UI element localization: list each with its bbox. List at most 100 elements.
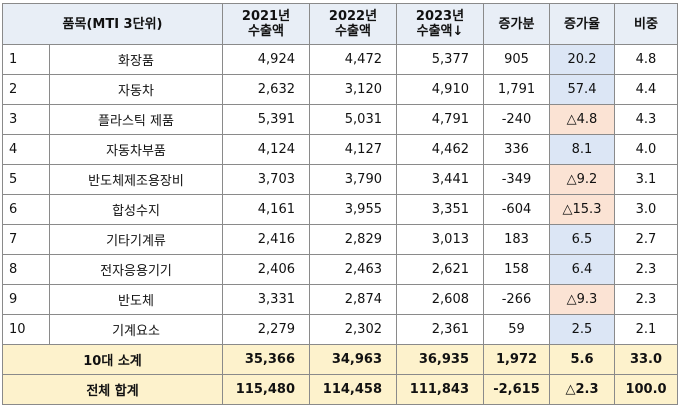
export-2022-cell: 2,302 xyxy=(309,314,397,345)
subtotal-increase: 1,972 xyxy=(483,344,550,375)
share-cell: 2.3 xyxy=(614,284,678,315)
export-2022-cell: 2,463 xyxy=(309,254,397,285)
export-2023-cell: 4,462 xyxy=(396,134,484,165)
increase-cell: 183 xyxy=(483,224,550,255)
share-cell: 4.3 xyxy=(614,104,678,135)
header-2022-label: 수출액 xyxy=(335,24,371,39)
export-2022-cell: 3,955 xyxy=(309,194,397,225)
total-row: 전체 합계 115,480 114,458 111,843 -2,615 △2.… xyxy=(2,374,678,405)
item-name-cell: 기계요소 xyxy=(49,314,223,345)
header-2022: 2022년 수출액 xyxy=(309,3,397,45)
export-2021-cell: 2,406 xyxy=(222,254,310,285)
table-row: 4 자동차부품 4,124 4,127 4,462 336 8.1 4.0 xyxy=(2,134,678,165)
export-2022-cell: 4,472 xyxy=(309,44,397,75)
export-2023-cell: 3,013 xyxy=(396,224,484,255)
share-cell: 4.8 xyxy=(614,44,678,75)
growth-rate-cell: 20.2 xyxy=(549,44,615,75)
total-label: 전체 합계 xyxy=(2,374,223,405)
header-2021-label: 수출액 xyxy=(248,24,284,39)
table-row: 3 플라스틱 제품 5,391 5,031 4,791 -240 △4.8 4.3 xyxy=(2,104,678,135)
export-2021-cell: 3,331 xyxy=(222,284,310,315)
item-name-cell: 자동차 xyxy=(49,74,223,105)
item-name-cell: 전자응용기기 xyxy=(49,254,223,285)
growth-rate-cell: 6.4 xyxy=(549,254,615,285)
item-name-cell: 화장품 xyxy=(49,44,223,75)
export-2021-cell: 2,279 xyxy=(222,314,310,345)
header-2023-label: 수출액↓ xyxy=(416,24,464,39)
export-2021-cell: 4,924 xyxy=(222,44,310,75)
header-2022-year: 2022년 xyxy=(328,9,378,24)
subtotal-2023: 36,935 xyxy=(396,344,484,375)
total-growth: △2.3 xyxy=(549,374,615,405)
export-2023-cell: 4,910 xyxy=(396,74,484,105)
table-row: 6 합성수지 4,161 3,955 3,351 -604 △15.3 3.0 xyxy=(2,194,678,225)
export-2023-cell: 4,791 xyxy=(396,104,484,135)
rank-cell: 6 xyxy=(2,194,50,225)
growth-rate-cell: 8.1 xyxy=(549,134,615,165)
total-share: 100.0 xyxy=(614,374,678,405)
rank-cell: 9 xyxy=(2,284,50,315)
table-row: 9 반도체 3,331 2,874 2,608 -266 △9.3 2.3 xyxy=(2,284,678,315)
increase-cell: -604 xyxy=(483,194,550,225)
export-2021-cell: 2,632 xyxy=(222,74,310,105)
export-2022-cell: 2,829 xyxy=(309,224,397,255)
share-cell: 3.0 xyxy=(614,194,678,225)
share-cell: 3.1 xyxy=(614,164,678,195)
header-2023-year: 2023년 xyxy=(415,9,465,24)
item-name-cell: 반도체제조용장비 xyxy=(49,164,223,195)
header-2021: 2021년 수출액 xyxy=(222,3,310,45)
share-cell: 4.0 xyxy=(614,134,678,165)
export-2022-cell: 3,790 xyxy=(309,164,397,195)
export-2021-cell: 4,124 xyxy=(222,134,310,165)
growth-rate-cell: 6.5 xyxy=(549,224,615,255)
growth-rate-cell: △9.3 xyxy=(549,284,615,315)
header-growth-label: 증가율 xyxy=(564,16,600,32)
item-name-cell: 합성수지 xyxy=(49,194,223,225)
header-2023: 2023년 수출액↓ xyxy=(396,3,484,45)
export-2021-cell: 5,391 xyxy=(222,104,310,135)
subtotal-growth: 5.6 xyxy=(549,344,615,375)
header-share: 비중 xyxy=(614,3,678,45)
growth-rate-cell: △15.3 xyxy=(549,194,615,225)
header-increase: 증가분 xyxy=(483,3,550,45)
table-row: 10 기계요소 2,279 2,302 2,361 59 2.5 2.1 xyxy=(2,314,678,345)
rank-cell: 5 xyxy=(2,164,50,195)
increase-cell: 59 xyxy=(483,314,550,345)
increase-cell: 336 xyxy=(483,134,550,165)
rank-cell: 1 xyxy=(2,44,50,75)
rank-cell: 3 xyxy=(2,104,50,135)
export-2023-cell: 3,441 xyxy=(396,164,484,195)
header-row: 품목(MTI 3단위) 2021년 수출액 2022년 수출액 2023년 수출액↓ … xyxy=(2,3,678,45)
table-row: 7 기타기계류 2,416 2,829 3,013 183 6.5 2.7 xyxy=(2,224,678,255)
export-2023-cell: 3,351 xyxy=(396,194,484,225)
rank-cell: 8 xyxy=(2,254,50,285)
increase-cell: 158 xyxy=(483,254,550,285)
export-2023-cell: 5,377 xyxy=(396,44,484,75)
item-name-cell: 반도체 xyxy=(49,284,223,315)
export-2022-cell: 3,120 xyxy=(309,74,397,105)
total-2022: 114,458 xyxy=(309,374,397,405)
rank-cell: 10 xyxy=(2,314,50,345)
export-2022-cell: 5,031 xyxy=(309,104,397,135)
export-2021-cell: 2,416 xyxy=(222,224,310,255)
total-increase: -2,615 xyxy=(483,374,550,405)
export-2021-cell: 3,703 xyxy=(222,164,310,195)
export-2023-cell: 2,621 xyxy=(396,254,484,285)
export-2023-cell: 2,608 xyxy=(396,284,484,315)
share-cell: 2.3 xyxy=(614,254,678,285)
rank-cell: 2 xyxy=(2,74,50,105)
subtotal-row: 10대 소계 35,366 34,963 36,935 1,972 5.6 33… xyxy=(2,344,678,375)
table-row: 5 반도체제조용장비 3,703 3,790 3,441 -349 △9.2 3.1 xyxy=(2,164,678,195)
header-item: 품목(MTI 3단위) xyxy=(2,3,223,45)
table-row: 2 자동차 2,632 3,120 4,910 1,791 57.4 4.4 xyxy=(2,74,678,105)
increase-cell: -349 xyxy=(483,164,550,195)
header-growth: 증가율 xyxy=(549,3,615,45)
increase-cell: -266 xyxy=(483,284,550,315)
rank-cell: 4 xyxy=(2,134,50,165)
header-item-label: 품목(MTI 3단위) xyxy=(62,16,163,32)
item-name-cell: 기타기계류 xyxy=(49,224,223,255)
export-2023-cell: 2,361 xyxy=(396,314,484,345)
increase-cell: 1,791 xyxy=(483,74,550,105)
export-2021-cell: 4,161 xyxy=(222,194,310,225)
increase-cell: 905 xyxy=(483,44,550,75)
